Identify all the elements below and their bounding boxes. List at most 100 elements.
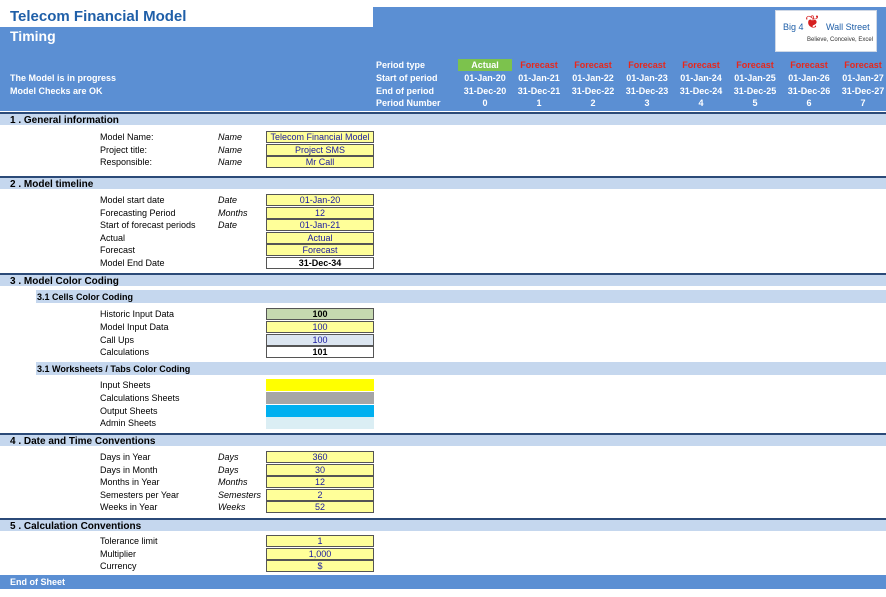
tab-color-swatch (266, 379, 374, 391)
row-label: Actual (100, 232, 126, 243)
logo-text-right: Wall Street (826, 22, 870, 32)
value-cell[interactable]: Actual (266, 231, 374, 244)
value-cell[interactable]: Forecast (266, 244, 374, 257)
row-label: Tolerance limit (100, 536, 158, 546)
cell-sample[interactable]: 100 (266, 308, 374, 320)
row-unit: Date (218, 220, 238, 231)
row-label: Months in Year (100, 477, 160, 488)
value-cell[interactable]: 31-Dec-34 (266, 257, 374, 269)
period-end-cell: 31-Dec-24 (679, 86, 723, 96)
row-label: Model Name: (100, 132, 154, 142)
period-number-label: Period Number (376, 98, 441, 108)
title-box (0, 7, 373, 27)
period-number-cell: 5 (752, 98, 758, 108)
row-label: Weeks in Year (100, 502, 158, 513)
tab-type-label: Admin Sheets (100, 418, 157, 429)
company-logo (775, 10, 877, 52)
row-label: Forecasting Period (100, 207, 176, 218)
section-general: 1 . General information (0, 112, 886, 126)
row-unit: Months (218, 477, 248, 488)
period-number-cell: 4 (698, 98, 704, 108)
value-cell[interactable]: Mr Call (266, 156, 374, 168)
period-type-cell: Forecast (574, 60, 612, 70)
row-unit: Date (218, 195, 238, 205)
period-start-cell: 01-Jan-27 (842, 73, 884, 83)
period-end-cell: 31-Dec-25 (733, 86, 777, 96)
row-label: Currency (100, 561, 137, 572)
tab-type-label: Calculations Sheets (100, 392, 180, 403)
value-cell[interactable]: 2 (266, 488, 374, 501)
row-unit: Semesters (218, 489, 262, 500)
header-white-band (0, 0, 373, 7)
period-number-cell: 0 (482, 98, 488, 108)
period-type-label: Period type (376, 60, 426, 70)
value-cell[interactable]: 30 (266, 463, 374, 476)
period-number-cell: 3 (644, 98, 650, 108)
subsection-title: 3.1 Cells Color Coding (37, 292, 134, 302)
row-label: Multiplier (100, 548, 137, 559)
end-of-sheet-label: End of Sheet (10, 577, 66, 587)
section-calc-conventions: 5 . Calculation Conventions (0, 518, 886, 532)
row-label: Project title: (100, 144, 148, 155)
period-end-cell: 31-Dec-23 (625, 86, 669, 96)
section-title: 5 . Calculation Conventions (10, 521, 142, 532)
cell-sample[interactable]: 100 (266, 320, 374, 333)
period-type-cell: Forecast (628, 60, 666, 70)
section-title: 4 . Date and Time Conventions (10, 436, 156, 447)
row-label: Days in Year (100, 452, 151, 462)
end-of-sheet-bar (0, 575, 886, 589)
period-start-cell: 01-Jan-25 (734, 73, 776, 83)
value-cell[interactable]: Project SMS (266, 143, 374, 156)
tab-type-label: Input Sheets (100, 380, 151, 390)
row-label: Model start date (100, 195, 165, 205)
row-label: Semesters per Year (100, 489, 180, 500)
model-title: Telecom Financial Model (10, 8, 187, 25)
period-end-cell: 31-Dec-26 (787, 86, 831, 96)
row-label: Model End Date (100, 258, 165, 268)
header-blue-right (373, 7, 886, 27)
period-type-cell: Actual (458, 59, 512, 71)
row-unit: Days (218, 464, 239, 475)
cell-sample[interactable]: 100 (266, 333, 374, 346)
row-unit: Days (218, 452, 239, 462)
subsection-cells: 3.1 Cells Color Coding (36, 290, 886, 303)
period-number-cell: 7 (860, 98, 866, 108)
tab-color-swatch (266, 417, 374, 430)
period-start-cell: 01-Jan-20 (464, 73, 506, 83)
period-end-cell: 31-Dec-22 (571, 86, 615, 96)
period-end-cell: 31-Dec-21 (517, 86, 561, 96)
cell-sample[interactable]: 101 (266, 346, 374, 359)
status-progress: The Model is in progress (10, 73, 117, 83)
header-blue-band (0, 27, 886, 111)
value-cell[interactable]: $ (266, 560, 374, 573)
value-cell[interactable]: 52 (266, 501, 374, 514)
period-end-cell: 31-Dec-20 (463, 86, 507, 96)
subsection-tabs: 3.1 Worksheets / Tabs Color Coding (36, 362, 886, 375)
cell-type-label: Call Ups (100, 334, 135, 345)
section-timeline: 2 . Model timeline (0, 176, 886, 190)
row-label: Responsible: (100, 157, 153, 167)
period-type-cell: Forecast (790, 60, 828, 70)
value-cell[interactable]: 1,000 (266, 547, 374, 560)
value-cell[interactable]: 12 (266, 476, 374, 489)
value-cell[interactable]: 01-Jan-20 (266, 194, 374, 206)
period-end-cell: 31-Dec-27 (841, 86, 885, 96)
section-title: 3 . Model Color Coding (10, 276, 119, 287)
status-checks: Model Checks are OK (10, 86, 103, 96)
value-cell[interactable]: 360 (266, 451, 374, 463)
section-title: 2 . Model timeline (10, 179, 94, 190)
row-unit: Weeks (218, 502, 246, 513)
period-start-cell: 01-Jan-23 (626, 73, 668, 83)
period-number-cell: 2 (590, 98, 596, 108)
value-cell[interactable]: 01-Jan-21 (266, 219, 374, 232)
row-unit: Months (218, 207, 248, 218)
end-period-label: End of period (376, 86, 434, 96)
row-label: Start of forecast periods (100, 220, 196, 231)
value-cell[interactable]: 12 (266, 206, 374, 219)
tab-type-label: Output Sheets (100, 405, 158, 416)
section-title: 1 . General information (10, 115, 119, 126)
logo-text-left: Big 4 (783, 22, 804, 32)
value-cell[interactable]: Telecom Financial Model (266, 131, 374, 143)
row-label: Forecast (100, 245, 136, 256)
value-cell[interactable]: 1 (266, 535, 374, 547)
